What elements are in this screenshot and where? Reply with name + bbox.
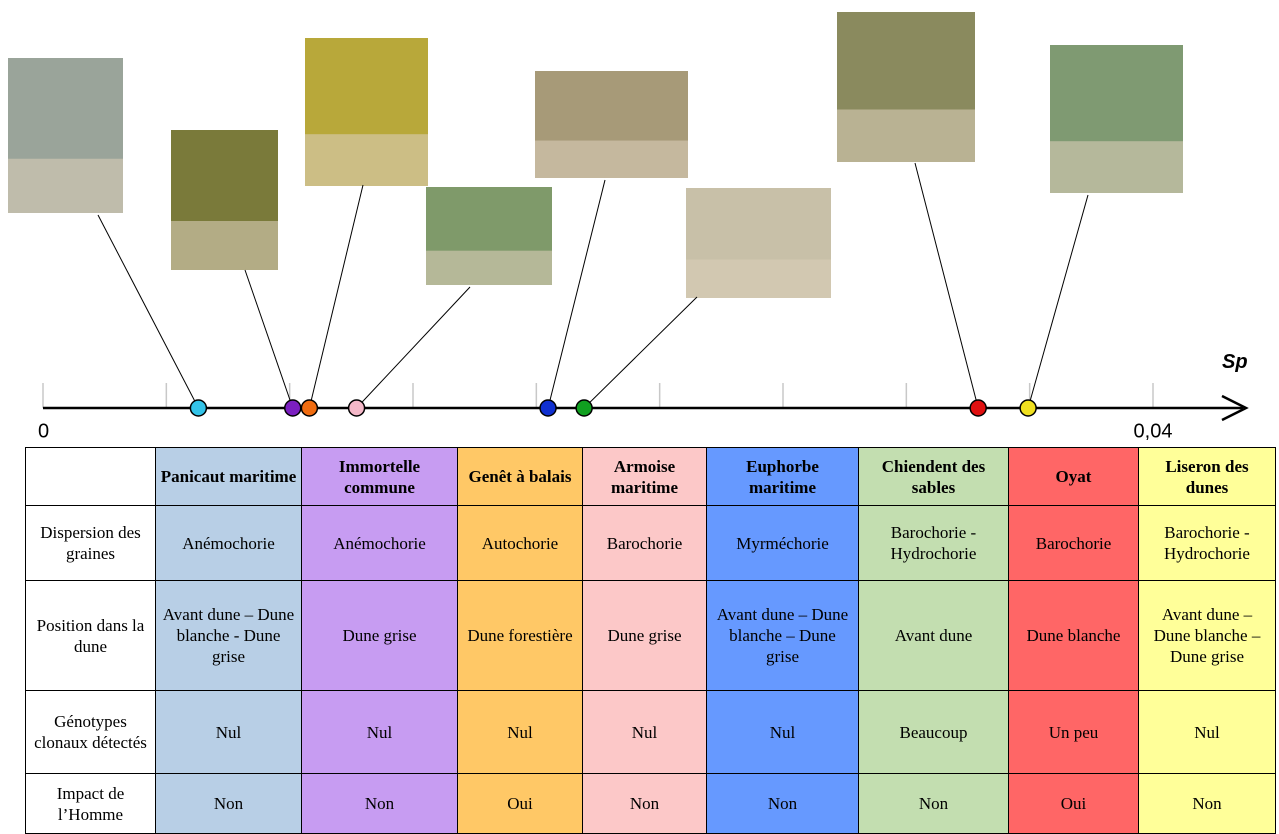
trait-cell: Non — [706, 773, 859, 834]
trait-cell: Non — [582, 773, 707, 834]
trait-cell: Nul — [706, 690, 859, 774]
photo-ground — [686, 259, 831, 298]
photo-ground — [426, 250, 552, 285]
x-tick-label: 0,04 — [1134, 420, 1173, 442]
connector — [914, 162, 979, 409]
trait-cell: Nul — [457, 690, 583, 774]
species-point — [539, 399, 557, 417]
trait-cell: Non — [155, 773, 302, 834]
photo-ground — [8, 158, 123, 213]
trait-cell: Non — [301, 773, 458, 834]
photo-ground — [171, 221, 278, 270]
species-header: Immortelle commune — [301, 447, 458, 506]
x-tick-label: 0 — [38, 420, 49, 442]
species-point — [284, 399, 302, 417]
connector — [308, 184, 364, 409]
trait-cell: Nul — [1138, 690, 1276, 774]
row-header: Dispersion des graines — [25, 505, 156, 581]
connector — [97, 214, 199, 409]
trait-cell: Avant dune – Dune blanche – Dune grise — [1138, 580, 1276, 691]
trait-cell: Beaucoup — [858, 690, 1009, 774]
row-header: Position dans la dune — [25, 580, 156, 691]
trait-cell: Avant dune – Dune blanche – Dune grise — [706, 580, 859, 691]
species-point — [1019, 399, 1037, 417]
species-header: Genêt à balais — [457, 447, 583, 506]
photo-ground — [1050, 141, 1183, 193]
trait-cell: Myrméchorie — [706, 505, 859, 581]
species-point — [969, 399, 987, 417]
row-header: Génotypes clonaux détectés — [25, 690, 156, 774]
axis-arrow — [1221, 394, 1249, 422]
species-header: Euphorbe maritime — [706, 447, 859, 506]
trait-cell: Dune blanche — [1008, 580, 1139, 691]
trait-cell: Dune grise — [301, 580, 458, 691]
trait-cell: Avant dune – Dune blanche - Dune grise — [155, 580, 302, 691]
trait-cell: Non — [858, 773, 1009, 834]
species-header: Oyat — [1008, 447, 1139, 506]
species-point — [300, 399, 319, 417]
trait-cell: Barochorie - Hydrochorie — [1138, 505, 1276, 581]
trait-cell: Nul — [155, 690, 302, 774]
trait-cell: Barochorie — [1008, 505, 1139, 581]
trait-cell: Dune grise — [582, 580, 707, 691]
figure: Sp 0 0,04 — [8, 12, 1249, 442]
species-point — [347, 399, 366, 417]
connector — [1027, 194, 1089, 409]
axis-label: Sp — [1222, 351, 1248, 373]
species-point — [575, 399, 593, 417]
species-header: Panicaut maritime — [155, 447, 302, 506]
trait-cell: Un peu — [1008, 690, 1139, 774]
connector — [547, 179, 606, 409]
trait-cell: Oui — [457, 773, 583, 834]
trait-cell: Nul — [582, 690, 707, 774]
photo-ground — [305, 134, 428, 186]
connector — [244, 269, 294, 409]
photo-ground — [837, 109, 975, 162]
trait-cell: Dune forestière — [457, 580, 583, 691]
connector — [583, 296, 698, 409]
trait-cell: Anémochorie — [301, 505, 458, 581]
trait-cell: Autochorie — [457, 505, 583, 581]
species-point — [189, 399, 208, 417]
species-header: Armoise maritime — [582, 447, 707, 506]
trait-cell: Avant dune — [858, 580, 1009, 691]
species-header: Liseron des dunes — [1138, 447, 1276, 506]
trait-cell: Non — [1138, 773, 1276, 834]
traits-table: Panicaut maritime Immortelle commune Genêt… — [25, 447, 1276, 834]
trait-cell: Anémochorie — [155, 505, 302, 581]
trait-cell: Nul — [301, 690, 458, 774]
species-header: Chiendent des sables — [858, 447, 1009, 506]
connector — [356, 286, 471, 409]
corner-cell — [25, 447, 156, 506]
trait-cell: Barochorie — [582, 505, 707, 581]
photo-ground — [535, 140, 688, 178]
trait-cell: Barochorie - Hydrochorie — [858, 505, 1009, 581]
